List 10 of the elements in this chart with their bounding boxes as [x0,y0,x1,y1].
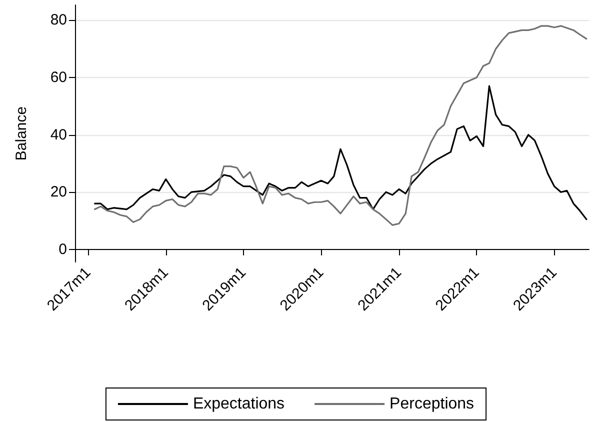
y-tick-label: 80 [50,12,67,29]
line-series [94,25,588,226]
line-series [94,85,588,220]
y-axis-title: Balance [13,106,30,161]
y-tick-label: 60 [50,68,67,86]
y-tick-label: 0 [58,240,67,258]
y-tick-label: 20 [50,184,67,201]
y-tick-label: 40 [50,126,67,144]
legend-label: Perceptions [390,396,474,412]
legend-label: Expectations [192,396,285,412]
